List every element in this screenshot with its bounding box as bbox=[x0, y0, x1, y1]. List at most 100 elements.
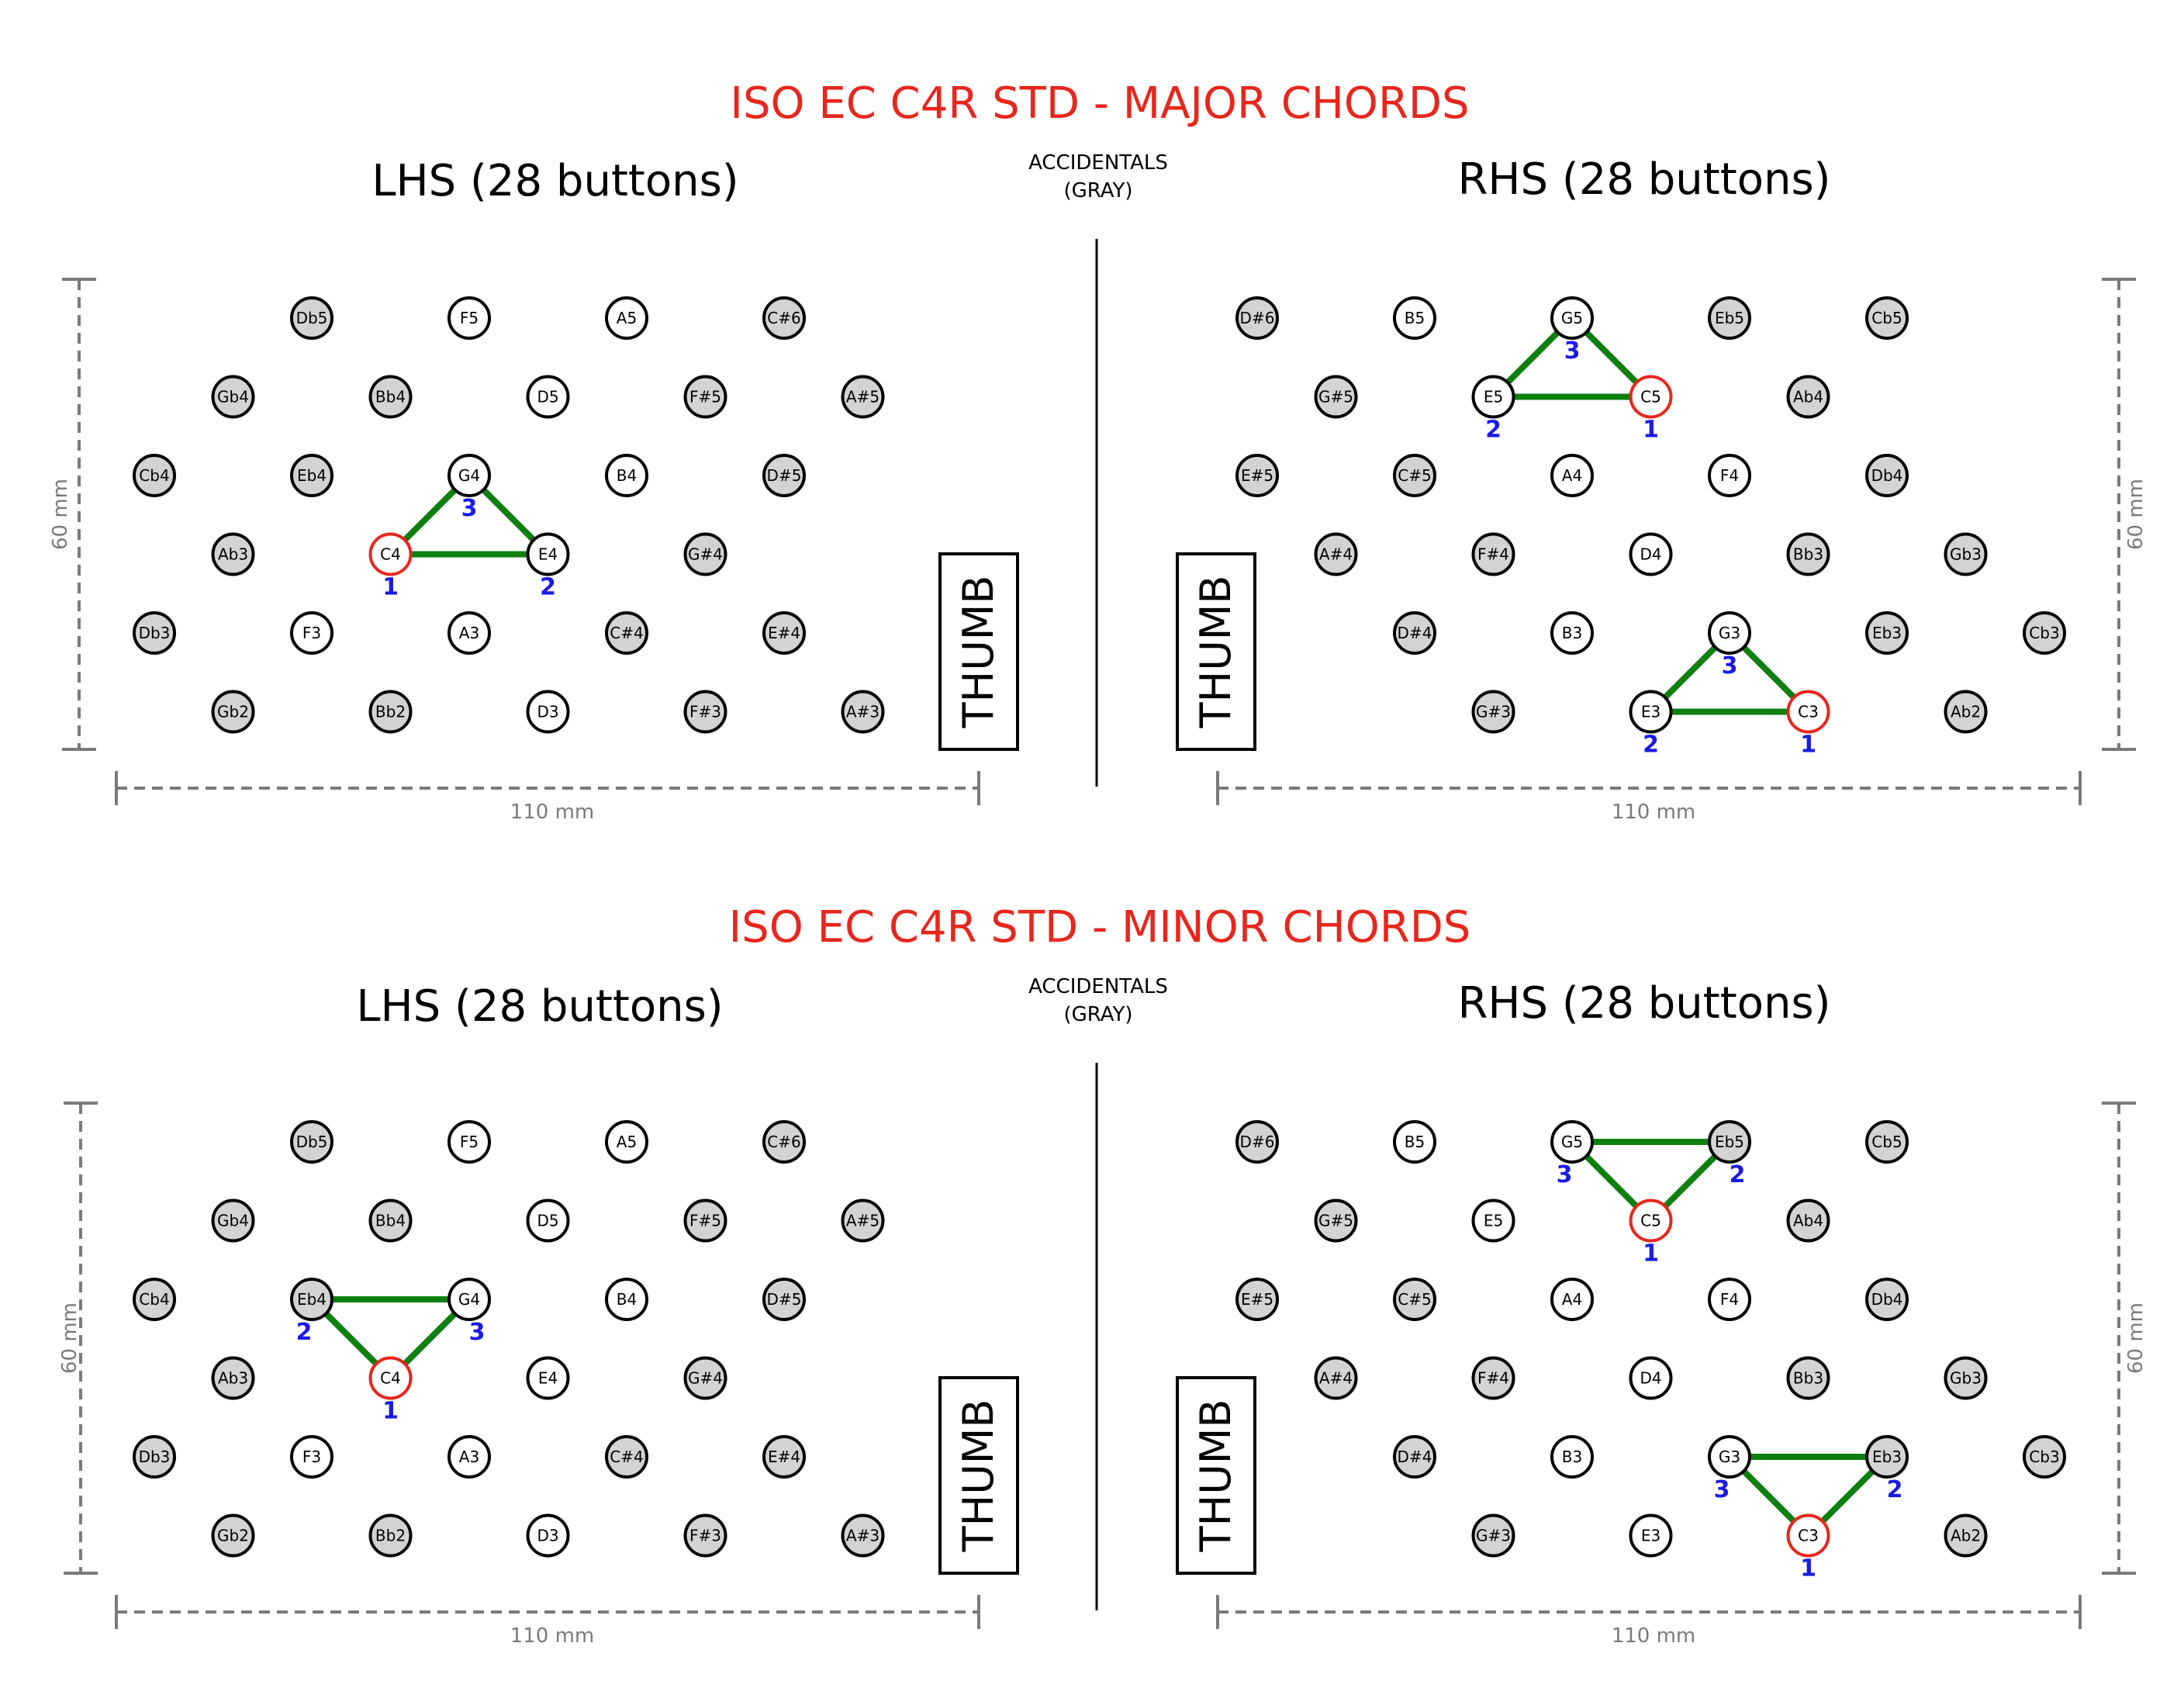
button-label: E4 bbox=[538, 1369, 558, 1388]
button-F4: F4 bbox=[1708, 1278, 1751, 1321]
button-label: C5 bbox=[1640, 388, 1661, 406]
button-label: C#5 bbox=[1398, 466, 1431, 485]
button-label: Cb5 bbox=[1871, 309, 1902, 327]
button-Ab4: Ab4 bbox=[1786, 1199, 1830, 1243]
button-label: B3 bbox=[1562, 624, 1582, 642]
button-label: C#4 bbox=[610, 1448, 643, 1466]
button-label: Cb3 bbox=[2029, 1448, 2059, 1466]
button-label: E3 bbox=[1641, 703, 1660, 721]
button-B5: B5 bbox=[1393, 1120, 1436, 1164]
button-D5: D5 bbox=[526, 1199, 570, 1243]
lhs-keyboard: Db5 F5 A5 C#6 Gb4 Bb4 D5 F#5 A#5 Cb4 Eb4 G4 B4 D#5 Ab3… bbox=[133, 296, 885, 734]
button-label: Bb2 bbox=[375, 703, 406, 721]
button-label: Ab4 bbox=[1793, 388, 1823, 406]
button-Cb5: Cb5 bbox=[1865, 296, 1909, 340]
button-label: G5 bbox=[1561, 1133, 1583, 1151]
button-label: Db4 bbox=[1871, 1290, 1903, 1309]
button-label: F#4 bbox=[1477, 1369, 1509, 1388]
button-Csharp6: C#6 bbox=[762, 296, 806, 340]
width-dimension-left bbox=[115, 1595, 980, 1629]
button-D4: D4 bbox=[1629, 532, 1673, 576]
button-label: Bb4 bbox=[375, 388, 406, 406]
finger-number: 1 bbox=[1800, 732, 1816, 759]
finger-number: 3 bbox=[1722, 652, 1738, 680]
button-E5: E5 bbox=[1471, 1199, 1515, 1243]
accidentals-note-sub: (GRAY) bbox=[1063, 179, 1132, 202]
button-Fsharp5: F#5 bbox=[683, 1199, 727, 1243]
button-label: D4 bbox=[1640, 1369, 1661, 1388]
button-label: B5 bbox=[1405, 309, 1425, 327]
finger-number: 1 bbox=[1800, 1555, 1816, 1582]
button-G5: G5 bbox=[1550, 296, 1594, 340]
button-label: A4 bbox=[1562, 1290, 1582, 1309]
button-Db3: Db3 bbox=[133, 611, 176, 655]
button-Dsharp5: D#5 bbox=[762, 454, 806, 497]
button-Eb3: Eb3 bbox=[1865, 1435, 1909, 1479]
button-A4: A4 bbox=[1550, 454, 1594, 497]
rhs-title: RHS (28 buttons) bbox=[1457, 154, 1830, 205]
button-label: B5 bbox=[1405, 1133, 1425, 1151]
button-label: F5 bbox=[460, 309, 479, 327]
button-label: D3 bbox=[537, 1527, 558, 1545]
height-dimension-right-label: 60 mm bbox=[2124, 1302, 2148, 1374]
button-B4: B4 bbox=[605, 454, 648, 497]
button-G3: G3 bbox=[1708, 611, 1751, 655]
button-label: G5 bbox=[1561, 309, 1583, 327]
button-label: F#5 bbox=[689, 1212, 721, 1230]
button-label: B4 bbox=[617, 1290, 637, 1309]
button-Asharp4: A#4 bbox=[1314, 1356, 1358, 1400]
button-A3: A3 bbox=[448, 611, 491, 655]
button-Gsharp5: G#5 bbox=[1314, 375, 1358, 419]
button-label: Eb4 bbox=[297, 1290, 327, 1309]
button-Gb2: Gb2 bbox=[211, 1513, 255, 1558]
button-label: C3 bbox=[1798, 1527, 1819, 1545]
button-Fsharp4: F#4 bbox=[1471, 1356, 1515, 1400]
button-label: F5 bbox=[460, 1133, 479, 1151]
button-Fsharp4: F#4 bbox=[1471, 532, 1515, 576]
button-Esharp4: E#4 bbox=[762, 611, 806, 655]
button-label: Ab2 bbox=[1951, 1527, 1981, 1545]
finger-number: 3 bbox=[469, 1319, 486, 1346]
button-label: Ab3 bbox=[218, 1369, 248, 1388]
lhs-keyboard: Db5 F5 A5 C#6 Gb4 Bb4 D5 F#5 A#5 Cb4 Eb4 G4 B4 D#5 Ab3… bbox=[133, 1120, 885, 1558]
button-label: A#3 bbox=[846, 1527, 879, 1545]
height-dimension-right-label: 60 mm bbox=[2124, 479, 2148, 550]
thumb-label-right: THUMB bbox=[1191, 1399, 1240, 1553]
button-label: Eb4 bbox=[297, 466, 327, 485]
panel-title: ISO EC C4R STD - MINOR CHORDS bbox=[729, 902, 1471, 953]
button-label: D5 bbox=[537, 1212, 558, 1230]
thumb-label-left: THUMB bbox=[954, 1399, 1003, 1553]
button-Db4: Db4 bbox=[1865, 454, 1909, 497]
button-Dsharp5: D#5 bbox=[762, 1278, 806, 1321]
button-label: C3 bbox=[1798, 703, 1819, 721]
button-label: D#6 bbox=[1240, 1133, 1275, 1151]
button-label: C#6 bbox=[767, 1133, 800, 1151]
button-G3: G3 bbox=[1708, 1435, 1751, 1479]
button-label: E4 bbox=[538, 545, 558, 564]
button-B3: B3 bbox=[1550, 1435, 1594, 1479]
button-label: F4 bbox=[1720, 466, 1739, 485]
button-A4: A4 bbox=[1550, 1278, 1594, 1321]
button-Db3: Db3 bbox=[133, 1435, 176, 1479]
button-Bb2: Bb2 bbox=[368, 690, 413, 734]
button-label: A#4 bbox=[1319, 545, 1353, 564]
panel-title: ISO EC C4R STD - MAJOR CHORDS bbox=[730, 78, 1469, 129]
button-Ab3: Ab3 bbox=[211, 532, 255, 576]
button-Dsharp6: D#6 bbox=[1235, 296, 1279, 340]
button-Bb4: Bb4 bbox=[368, 1199, 413, 1243]
button-Gsharp4: G#4 bbox=[683, 532, 727, 576]
rhs-title: RHS (28 buttons) bbox=[1457, 978, 1830, 1029]
button-Db4: Db4 bbox=[1865, 1278, 1909, 1321]
button-label: D4 bbox=[1640, 545, 1661, 564]
button-Gsharp5: G#5 bbox=[1314, 1199, 1358, 1243]
height-dimension-left bbox=[64, 1102, 98, 1575]
button-Gb3: Gb3 bbox=[1944, 532, 1988, 576]
finger-number: 1 bbox=[382, 1398, 399, 1425]
button-label: C4 bbox=[380, 545, 401, 564]
width-dimension-left-label: 110 mm bbox=[510, 801, 595, 824]
button-F3: F3 bbox=[290, 611, 333, 655]
button-label: D3 bbox=[537, 703, 558, 721]
thumb-label-left: THUMB bbox=[954, 576, 1003, 729]
button-D3: D3 bbox=[526, 690, 570, 734]
button-label: C4 bbox=[380, 1369, 401, 1388]
